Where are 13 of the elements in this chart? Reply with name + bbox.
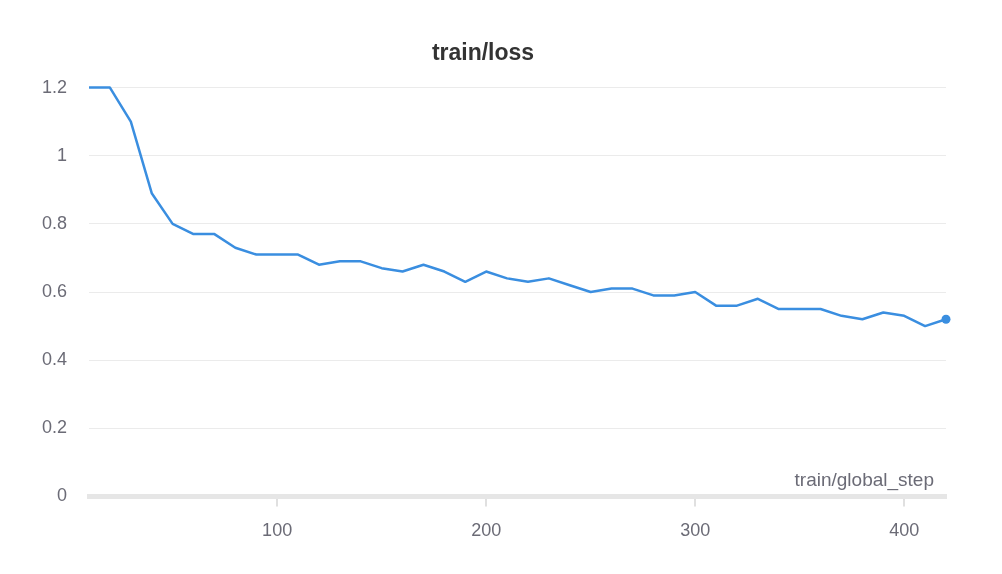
y-tick-label: 0.4 [41, 349, 68, 370]
x-tick-label: 100 [262, 520, 293, 541]
y-tick-label: 0 [57, 485, 68, 506]
x-tick-label: 400 [889, 520, 920, 541]
y-tick-label: 0.2 [41, 417, 68, 438]
x-axis-title: train/global_step [794, 469, 934, 492]
y-tick-label: 1 [57, 144, 68, 165]
y-tick-label: 1.2 [41, 76, 68, 97]
y-tick-label: 0.6 [41, 280, 68, 301]
x-tick-label: 200 [471, 520, 502, 541]
y-tick-label: 0.8 [41, 212, 68, 233]
chart-title: train/loss [431, 39, 535, 66]
x-tick-label: 300 [680, 520, 711, 541]
